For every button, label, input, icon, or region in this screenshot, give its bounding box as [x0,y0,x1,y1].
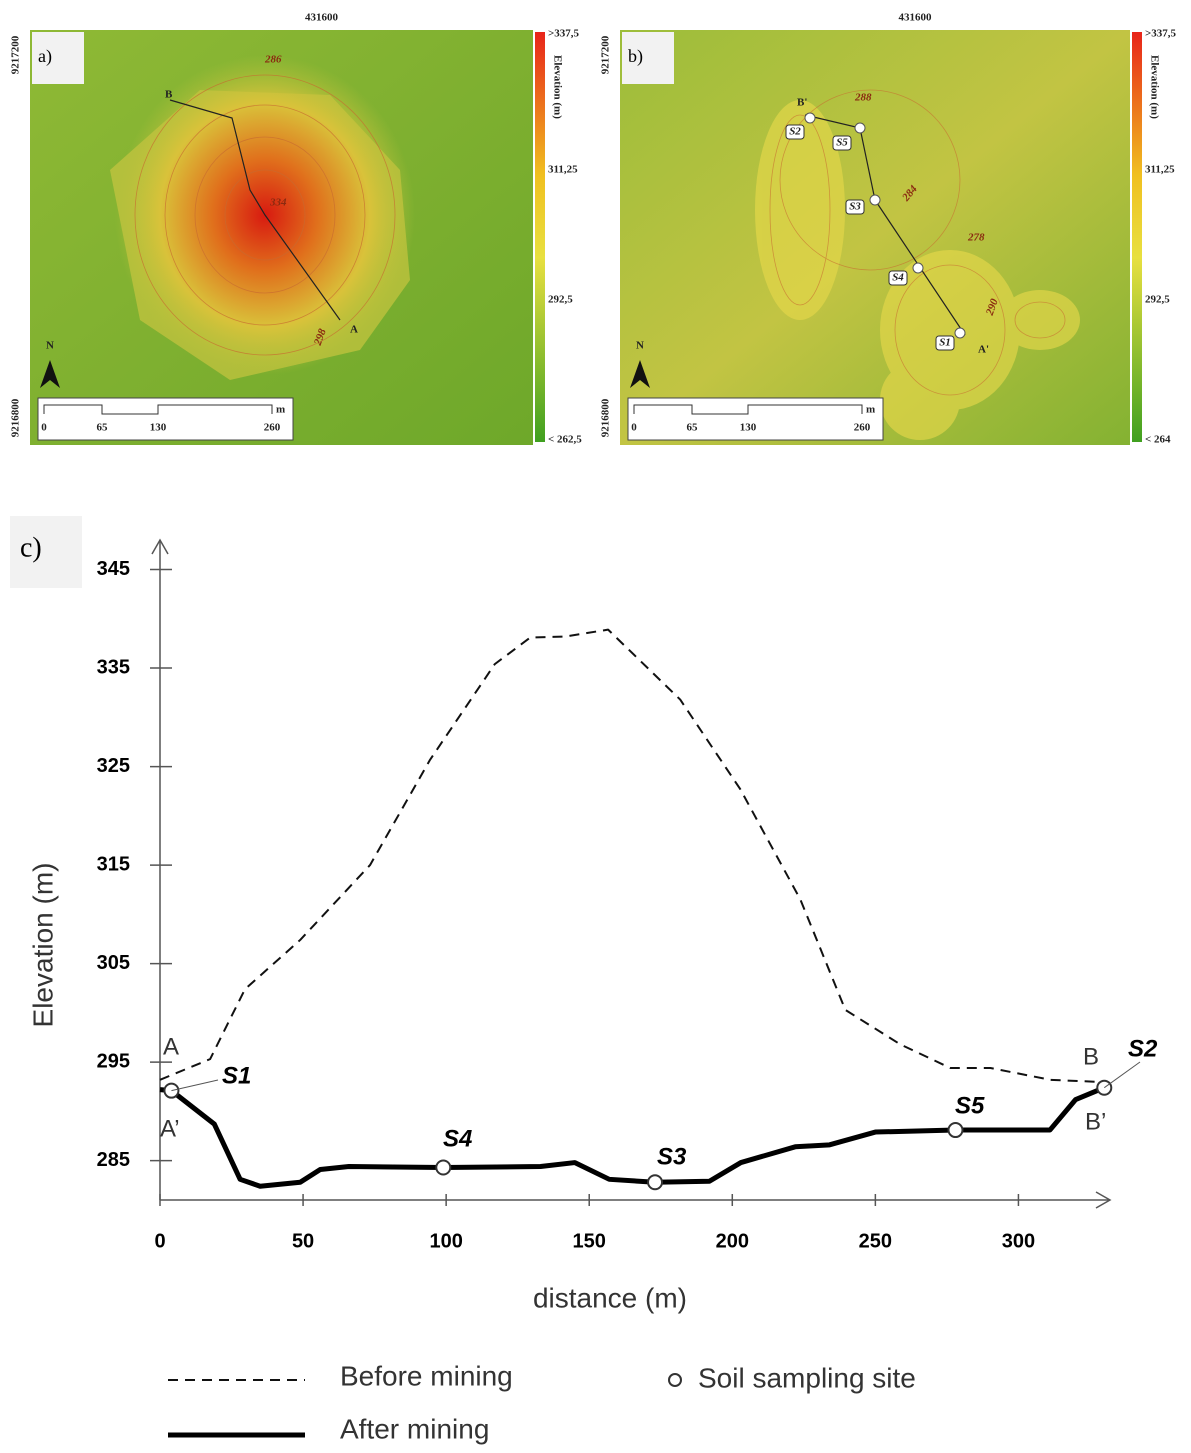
profile-end: A' [978,344,989,356]
site-marker [913,263,923,273]
annotation: A [163,1033,179,1060]
panel-label: c) [20,532,42,563]
scale-label: 130 [150,422,167,434]
y-tick-label: 335 [97,656,130,678]
site-marker [855,123,865,133]
sampling-site [648,1175,662,1189]
north-label: N [46,340,54,352]
y-tick-label: 345 [97,558,130,580]
legend-marker [669,1374,681,1386]
profile-end: B' [797,97,807,109]
annotation: B [1083,1043,1099,1070]
site-label: S1 [939,337,951,349]
site-label: S4 [892,272,904,284]
x-tick-label: 150 [573,1230,606,1252]
y-tick-label: 325 [97,755,130,777]
colorbar-label: 292,5 [548,294,573,306]
contour-label: 278 [967,232,985,244]
legend-label: Soil sampling site [698,1362,916,1393]
y-tick-label: 295 [97,1050,130,1072]
y-tick-label: 305 [97,952,130,974]
easting-label: 431600 [305,12,339,24]
site-marker [870,195,880,205]
leader [171,1080,218,1091]
scale-label: 260 [854,422,871,434]
scale-label: 65 [687,422,699,434]
profile-end: B [165,89,173,101]
colorbar-label: 311,25 [1145,164,1175,176]
colorbar-label: 292,5 [1145,294,1170,306]
profile-end: A [350,324,358,336]
figure: a) 431600 9217200 9216800 Elevation (m) >337,… [0,0,1191,1448]
colorbar-label: >337,5 [1145,28,1177,40]
y-tick-label: 315 [97,853,130,875]
colorbar-title: Elevation (m) [1148,55,1160,119]
scale-label: 65 [97,422,109,434]
colorbar-label: < 264 [1145,434,1171,446]
x-tick-label: 200 [716,1230,749,1252]
sampling-site [436,1160,450,1174]
annotation: A’ [160,1115,180,1142]
contour-label: 286 [264,54,282,66]
colorbar [1132,32,1142,442]
contour-label: 288 [854,92,872,104]
colorbar-label: < 262,5 [548,434,582,446]
easting-label: 431600 [899,12,933,24]
site-label: S2 [789,126,801,138]
colorbar [535,32,545,442]
panel-label: b) [628,46,643,67]
site-label: S2 [1128,1035,1158,1062]
scale-unit: m [866,404,875,416]
scale-label: 0 [41,422,47,434]
y-tick-label: 285 [97,1149,130,1171]
scale-box [38,398,293,440]
site-label: S4 [443,1125,472,1152]
map-b-background [620,30,1130,445]
northing-bottom: 9216800 [10,398,22,437]
site-marker [805,113,815,123]
x-tick-label: 0 [154,1230,165,1252]
panel-label: a) [38,46,52,67]
sampling-site [948,1123,962,1137]
x-tick-label: 300 [1002,1230,1035,1252]
colorbar-label: 311,25 [548,164,578,176]
scale-label: 0 [631,422,637,434]
y-axis-title: Elevation (m) [27,863,58,1028]
scale-unit: m [276,404,285,416]
maps: a) 431600 9217200 9216800 Elevation (m) >337,… [10,12,1177,446]
northing-top: 9217200 [10,35,22,74]
site-label: S3 [849,201,861,213]
chart: c) 285 295 305 315 325 335 345 0 50 100 150 200 250 30… [10,516,1158,1444]
northing-bottom: 9216800 [600,398,612,437]
site-label: S5 [955,1092,985,1119]
site-label: S5 [836,137,848,149]
annotation: B’ [1085,1108,1106,1135]
site-label: S3 [657,1143,687,1170]
profile-line [160,630,1096,1082]
legend-label: Before mining [340,1360,513,1391]
x-tick-label: 250 [859,1230,892,1252]
colorbar-title: Elevation (m) [551,55,563,119]
legend-label: After mining [340,1413,489,1444]
x-axis-title: distance (m) [533,1282,687,1313]
north-label: N [636,340,644,352]
contour-label: 334 [269,197,287,209]
scale-box [628,398,883,440]
northing-top: 9217200 [600,35,612,74]
x-tick-label: 50 [292,1230,314,1252]
colorbar-label: >337,5 [548,28,580,40]
scale-label: 260 [264,422,281,434]
site-marker [955,328,965,338]
site-label: S1 [222,1062,251,1089]
scale-label: 130 [740,422,757,434]
x-tick-label: 100 [429,1230,462,1252]
leader [1104,1062,1140,1088]
